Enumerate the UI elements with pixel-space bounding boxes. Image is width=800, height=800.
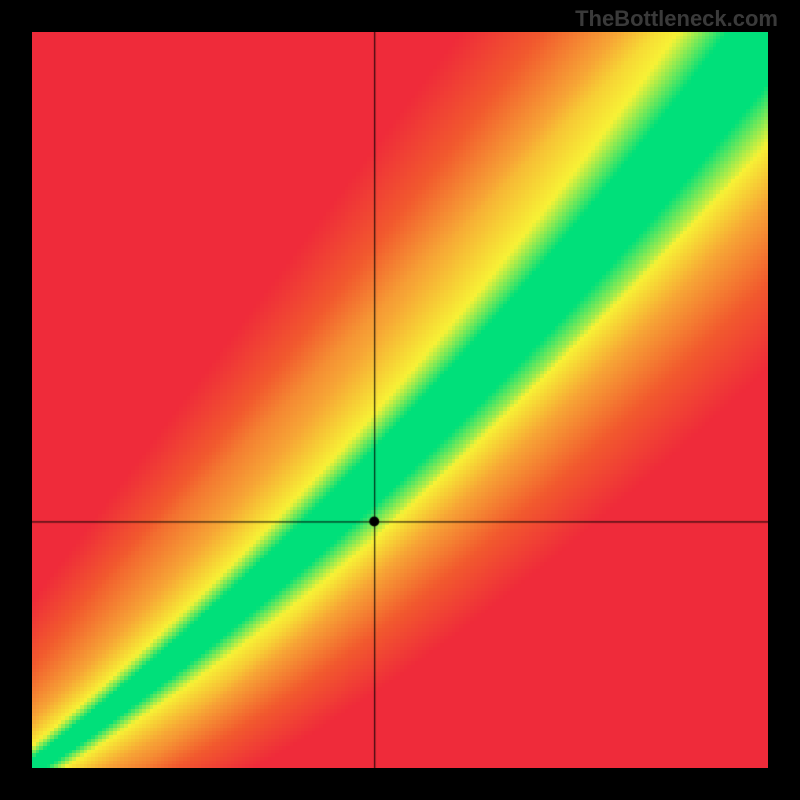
crosshair-overlay	[32, 32, 768, 768]
chart-container: TheBottleneck.com	[0, 0, 800, 800]
watermark-text: TheBottleneck.com	[575, 6, 778, 32]
